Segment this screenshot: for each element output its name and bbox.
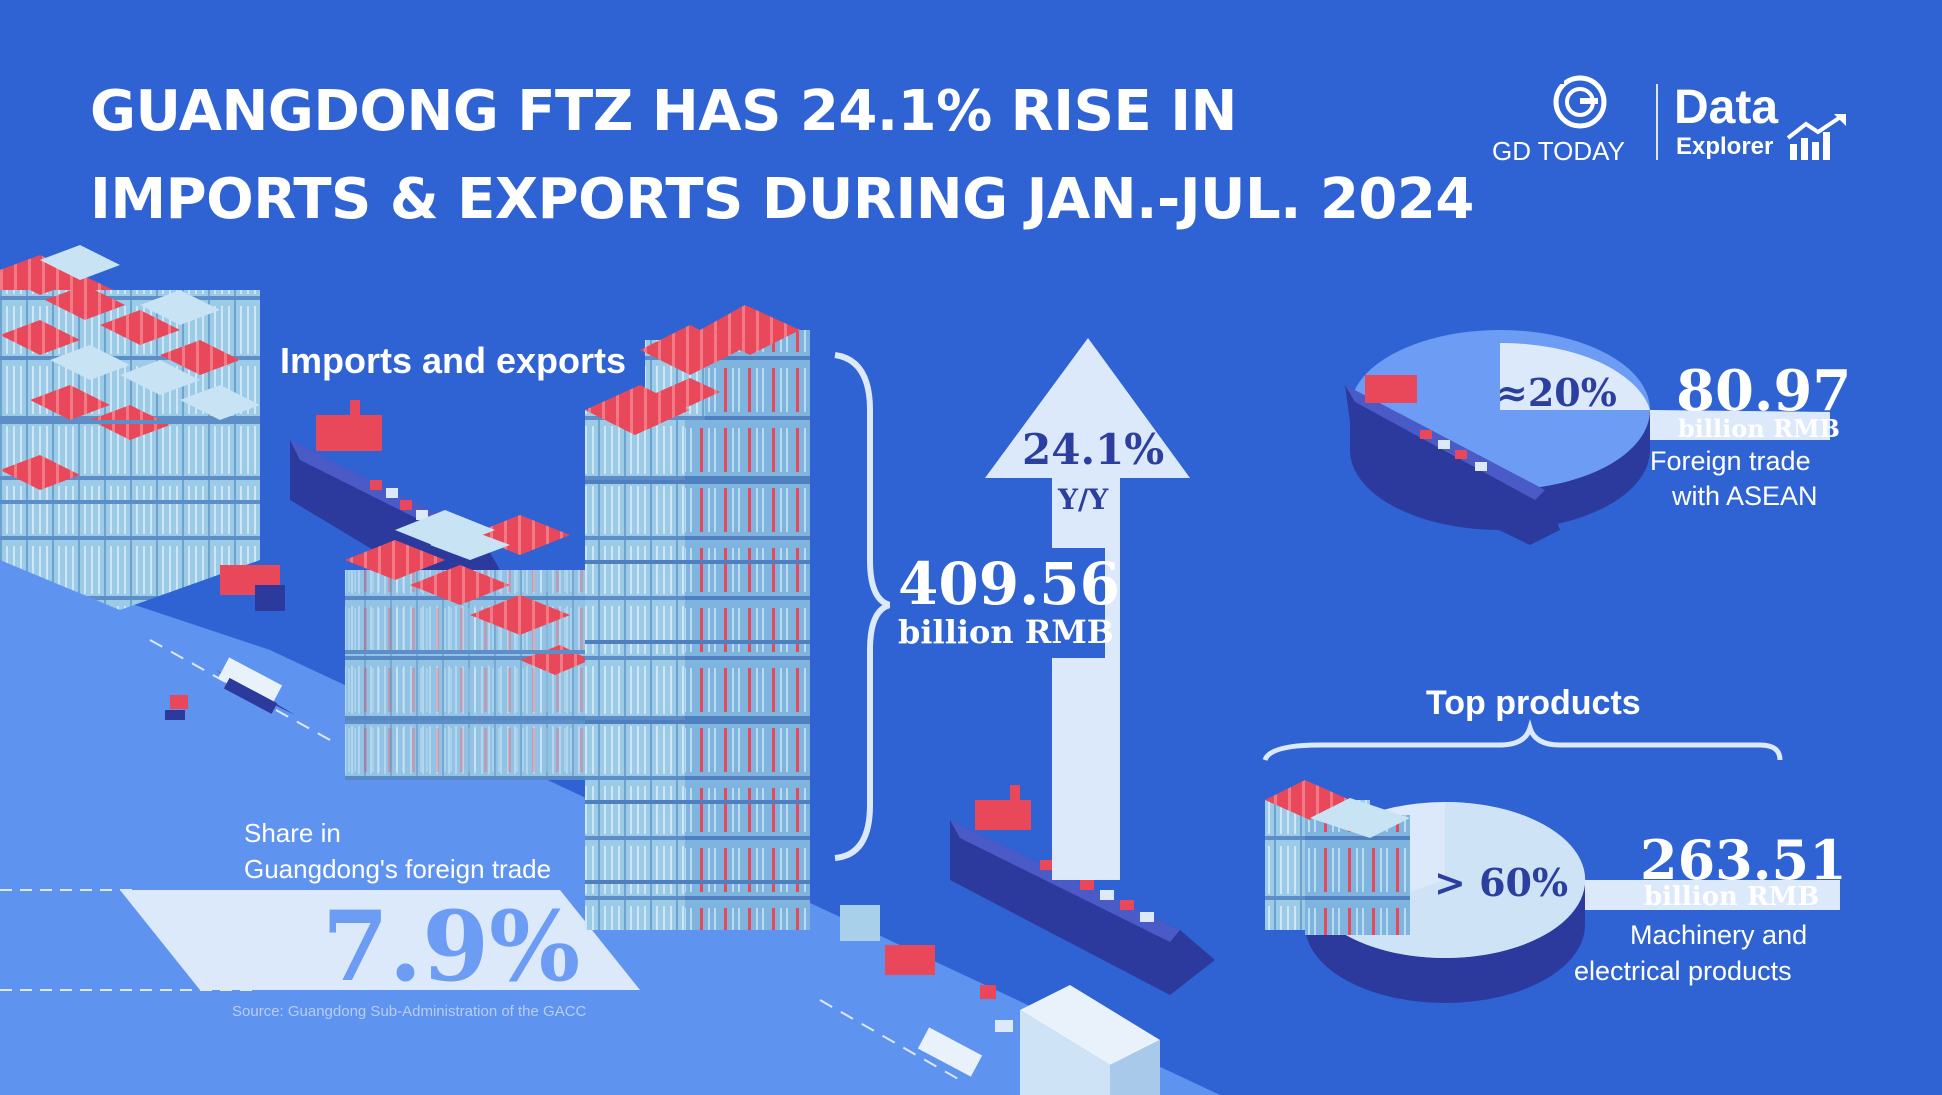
- top-products-label: Top products: [1426, 684, 1641, 722]
- products-label-line-1: Machinery and: [1630, 920, 1808, 950]
- share-label-line-1: Share in: [244, 818, 341, 848]
- gd-today-logo: GD TODAY: [1490, 66, 1660, 166]
- ship-bottom: [950, 785, 1215, 995]
- imports-brace: [834, 352, 892, 861]
- source-note: Source: Guangdong Sub-Administration of …: [232, 1003, 587, 1020]
- asean-label-line-2: with ASEAN: [1672, 481, 1818, 511]
- logo-divider: [1656, 84, 1658, 160]
- gd-today-text: GD TODAY: [1492, 136, 1625, 166]
- asean-label-line-1: Foreign trade: [1650, 446, 1811, 476]
- title-line-1: GUANGDONG FTZ HAS 24.1% RISE IN: [90, 79, 1237, 144]
- asean-share: ≈20%: [1496, 370, 1617, 415]
- data-explorer-top: Data: [1674, 81, 1779, 134]
- warehouse: [1020, 985, 1160, 1095]
- share-label-line-2: Guangdong's foreign trade: [244, 854, 552, 884]
- tall-container-stack: [585, 305, 810, 930]
- gd-today-icon: [1553, 74, 1607, 129]
- title-line-2: IMPORTS & EXPORTS DURING JAN.-JUL. 2024: [90, 167, 1474, 232]
- imports-exports-unit: billion RMB: [898, 613, 1114, 651]
- asean-unit: billion RMB: [1678, 414, 1840, 443]
- products-share: > 60%: [1434, 860, 1569, 905]
- imports-exports-label: Imports and exports: [280, 340, 627, 381]
- growth-value: 24.1%: [1022, 425, 1165, 474]
- products-pie: [1265, 780, 1840, 1003]
- bar-chart-icon: [1786, 114, 1846, 160]
- growth-label: Y/Y: [1058, 483, 1109, 516]
- products-brace: [1262, 719, 1783, 762]
- share-value: 7.9%: [322, 890, 581, 1003]
- value-box: [890, 548, 1105, 658]
- left-container-stack: [0, 245, 260, 610]
- products-label-line-2: electrical products: [1574, 956, 1792, 986]
- products-value: 263.51: [1640, 828, 1847, 892]
- asean-value: 80.97: [1676, 358, 1852, 424]
- share-banner-bg: [120, 890, 640, 990]
- imports-exports-value: 409.56: [898, 550, 1120, 618]
- trucks: [165, 565, 1013, 1077]
- page-title: GUANGDONG FTZ HAS 24.1% RISE IN IMPORTS …: [90, 68, 1510, 244]
- asean-pie: [1345, 330, 1830, 545]
- data-explorer-bottom: Explorer: [1676, 133, 1774, 160]
- middle-container-stack: [345, 510, 590, 780]
- products-unit: billion RMB: [1644, 882, 1820, 912]
